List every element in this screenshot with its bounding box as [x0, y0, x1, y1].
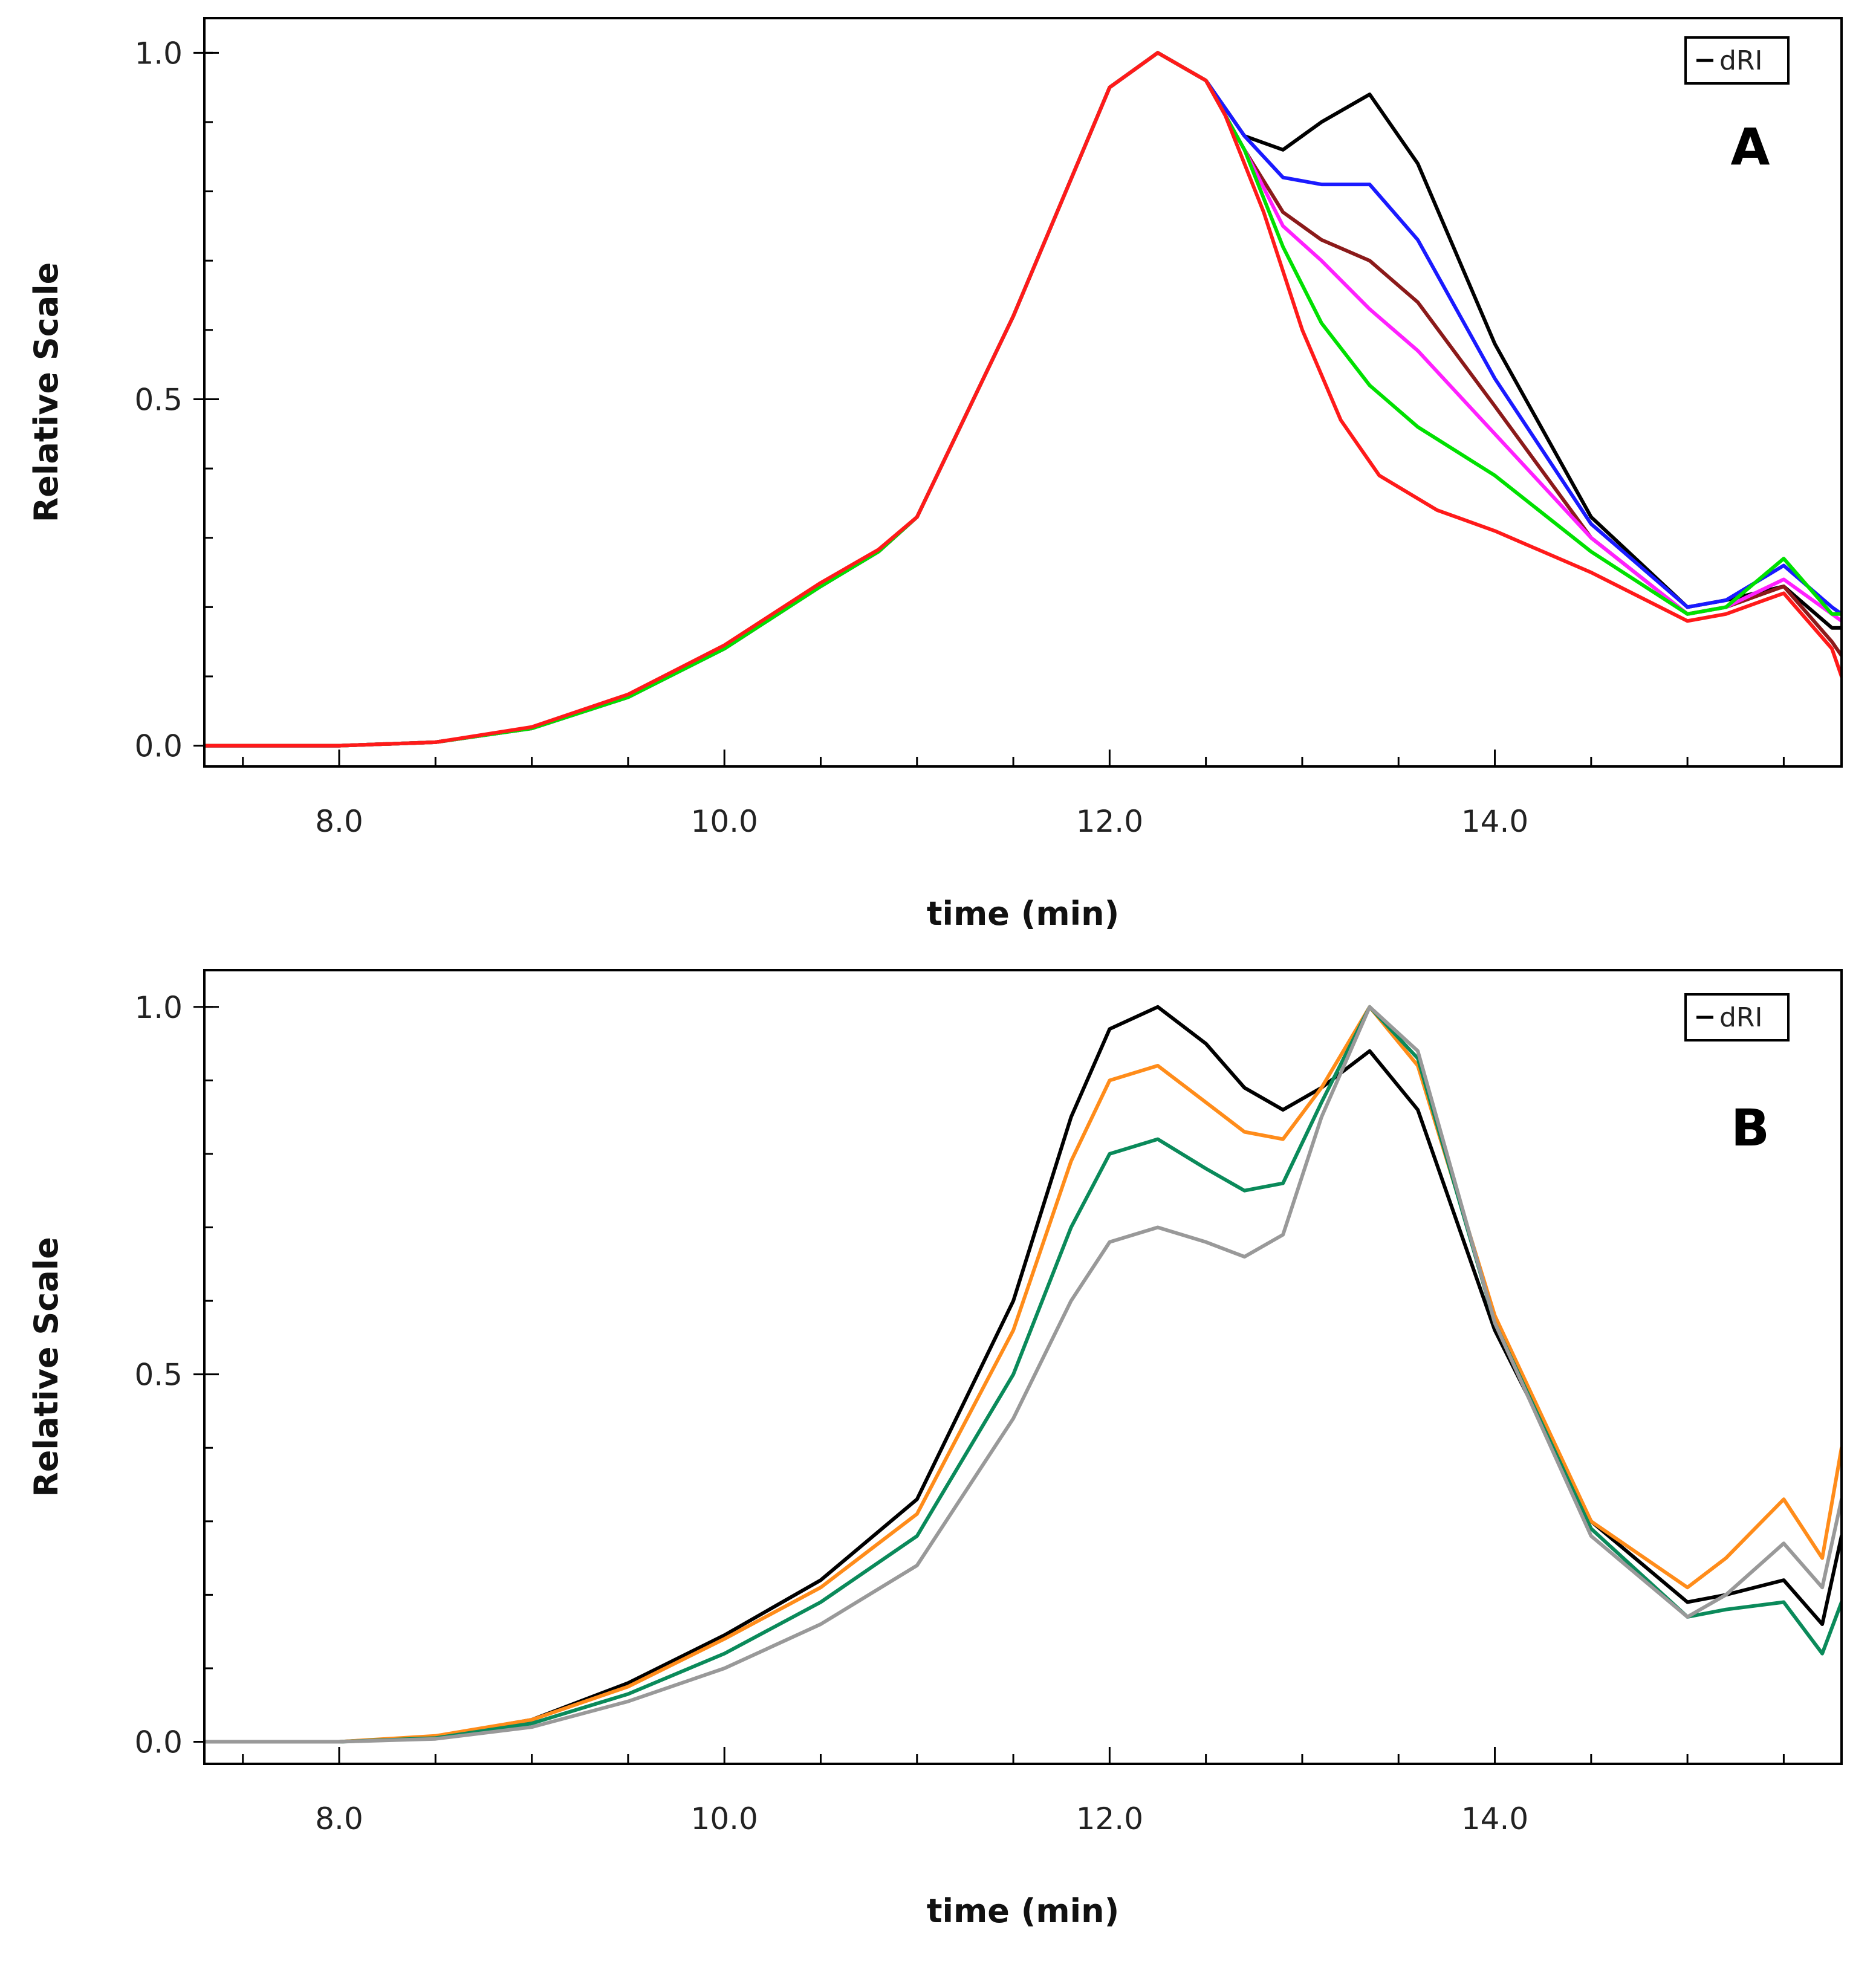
y-axis-title: Relative Scale: [27, 1237, 65, 1497]
x-tick-label: 10.0: [691, 804, 758, 839]
legend: dRI: [1684, 993, 1790, 1041]
x-axis-title: time (min): [927, 895, 1120, 933]
chart-panel-a: 8.0 10.0 12.0 14.0 0.0 0.5 1.0 time (min) Relati…: [27, 17, 1843, 933]
plot-frame: [203, 969, 1843, 1765]
series-line-5: [206, 51, 1840, 748]
series-line-1: [206, 51, 1840, 748]
plot-frame: [203, 17, 1843, 768]
y-tick-label: 0.5: [134, 1358, 183, 1393]
y-tick-label: 0.0: [134, 1725, 183, 1760]
y-tick-label: 1.0: [134, 36, 183, 71]
series-line-1: [206, 1005, 1840, 1744]
y-tick-label: 1.0: [134, 990, 183, 1025]
y-tick-label: 0.5: [134, 382, 183, 417]
x-tick-label: 10.0: [691, 1801, 758, 1836]
legend-entry: dRI: [1719, 1002, 1762, 1033]
x-tick-label: 8.0: [315, 804, 363, 839]
series-line-4: [206, 51, 1840, 748]
series-group: [206, 51, 1840, 748]
x-tick-label: 12.0: [1076, 1801, 1143, 1836]
panel-label: B: [1731, 1098, 1770, 1158]
x-tick-label: 12.0: [1076, 804, 1143, 839]
x-tick-label: 14.0: [1461, 804, 1528, 839]
series-line-6: [206, 51, 1840, 748]
panel-label: A: [1730, 117, 1770, 177]
series-group: [206, 1005, 1840, 1744]
series-line-3: [206, 1005, 1840, 1744]
series-line-2: [206, 1005, 1840, 1744]
series-line-4: [206, 1005, 1840, 1744]
legend-entry: dRI: [1719, 45, 1762, 76]
y-axis-title: Relative Scale: [27, 262, 65, 523]
legend: dRI: [1684, 36, 1790, 85]
series-line-2: [206, 51, 1840, 748]
x-axis-title: time (min): [927, 1892, 1120, 1930]
chart-panel-b: 8.0 10.0 12.0 14.0 0.0 0.5 1.0 time (min) Relati…: [27, 969, 1843, 1930]
x-tick-label: 8.0: [315, 1801, 363, 1836]
x-tick-label: 14.0: [1461, 1801, 1528, 1836]
series-line-3: [206, 51, 1840, 748]
y-tick-label: 0.0: [134, 729, 183, 764]
